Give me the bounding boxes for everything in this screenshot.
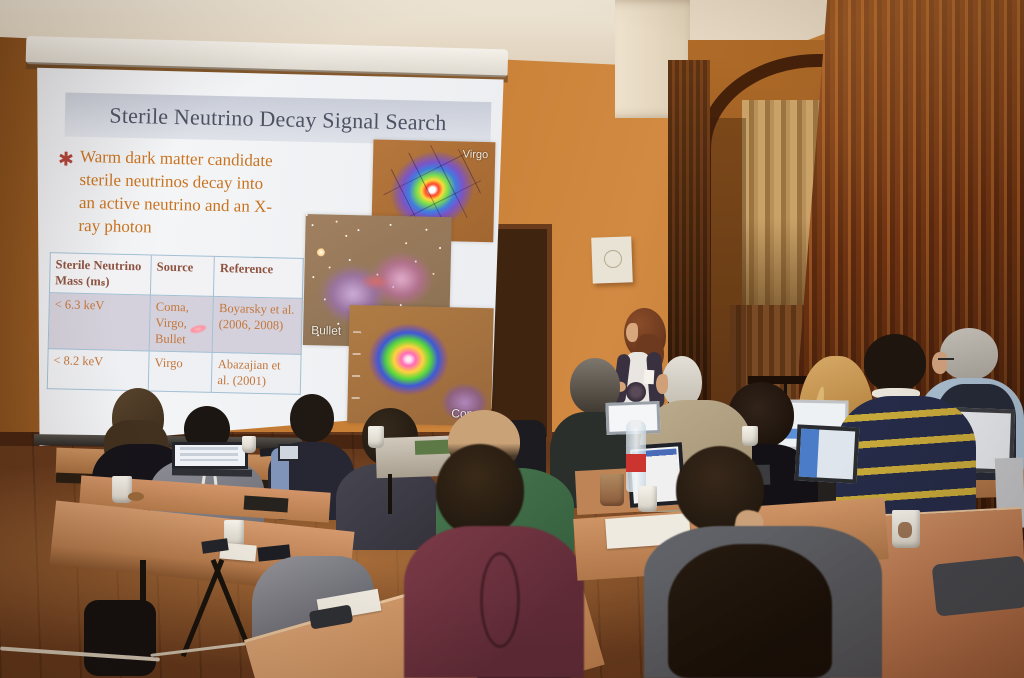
presenter-shirt-logo xyxy=(626,382,646,402)
bullet-label: Bullet xyxy=(311,323,342,338)
attendee-maroon-hoodie xyxy=(404,444,584,678)
shirt-collar-white xyxy=(872,388,920,399)
laptop-small-screen xyxy=(278,444,300,461)
side-table-dark xyxy=(748,376,814,384)
paper-cup xyxy=(368,426,384,448)
paper-cup xyxy=(242,436,256,453)
cell-source-1: Coma, Virgo, Bullet xyxy=(149,295,214,353)
bottle-label-red xyxy=(626,454,646,472)
water-bottle xyxy=(626,420,646,492)
cell-reference-1: Boyarsky et al. (2006, 2008) xyxy=(212,296,303,355)
glasses-arm xyxy=(938,358,954,360)
bullet-gas-wisp xyxy=(358,273,391,290)
paper-cup xyxy=(112,476,132,503)
coma-axis-ticks xyxy=(351,331,362,402)
cup-print xyxy=(898,522,912,538)
attendee-hair xyxy=(290,394,334,442)
bullet-star-bright xyxy=(316,248,326,257)
attendee-longhair-foreground xyxy=(668,544,832,678)
hood-seam xyxy=(480,552,520,648)
laptop-sleeve-gray xyxy=(931,555,1024,617)
laptop-base xyxy=(171,468,253,477)
laptop-left xyxy=(171,442,253,477)
paper-cup xyxy=(638,486,657,512)
coma-xray-blob xyxy=(359,315,458,404)
table-header-reference: Reference xyxy=(213,256,304,299)
attendee-gray-hair xyxy=(940,328,998,380)
backpack-floor xyxy=(84,600,156,676)
paper-cup xyxy=(742,426,758,446)
attendee-face-profile xyxy=(932,352,947,374)
cell-mass-1: < 6.3 keV xyxy=(48,292,151,352)
slide-title-band: Sterile Neutrino Decay Signal Search xyxy=(64,92,492,147)
table-header-mass: Sterile Neutrino Mass (mₛ) xyxy=(49,252,152,296)
mass-limits-table: Sterile Neutrino Mass (mₛ) Source Refere… xyxy=(47,252,304,395)
virgo-label: Virgo xyxy=(462,148,489,162)
attendee-hair xyxy=(864,334,926,392)
pastry xyxy=(128,492,144,501)
table-leg xyxy=(388,474,392,514)
bottle-cap xyxy=(631,420,641,428)
presenter-face xyxy=(626,323,638,342)
attendee-white-hair-head xyxy=(662,356,702,408)
attendee-face-profile xyxy=(656,374,668,394)
slide-bullet-text: Warm dark matter candidate sterile neutr… xyxy=(78,146,273,237)
table-header-source: Source xyxy=(150,254,215,297)
speaker-grille xyxy=(604,250,622,268)
laptop-screen-content xyxy=(180,447,238,461)
paper-cup xyxy=(224,520,244,547)
table-row: < 6.3 keV Coma, Virgo, Bullet Boyarsky e… xyxy=(48,292,303,355)
starfield xyxy=(305,213,308,217)
notebook-dark xyxy=(243,495,289,513)
cell-reference-2: Abazajian et al. (2001) xyxy=(211,352,302,395)
bullet-marker: ✱ xyxy=(57,149,75,171)
slide-title: Sterile Neutrino Decay Signal Search xyxy=(109,102,447,136)
paper-cup-brown xyxy=(600,474,624,506)
cell-mass-2: < 8.2 keV xyxy=(47,348,150,392)
cell-source-2: Virgo xyxy=(148,351,213,393)
attendee-dark-hair-big xyxy=(436,444,524,536)
